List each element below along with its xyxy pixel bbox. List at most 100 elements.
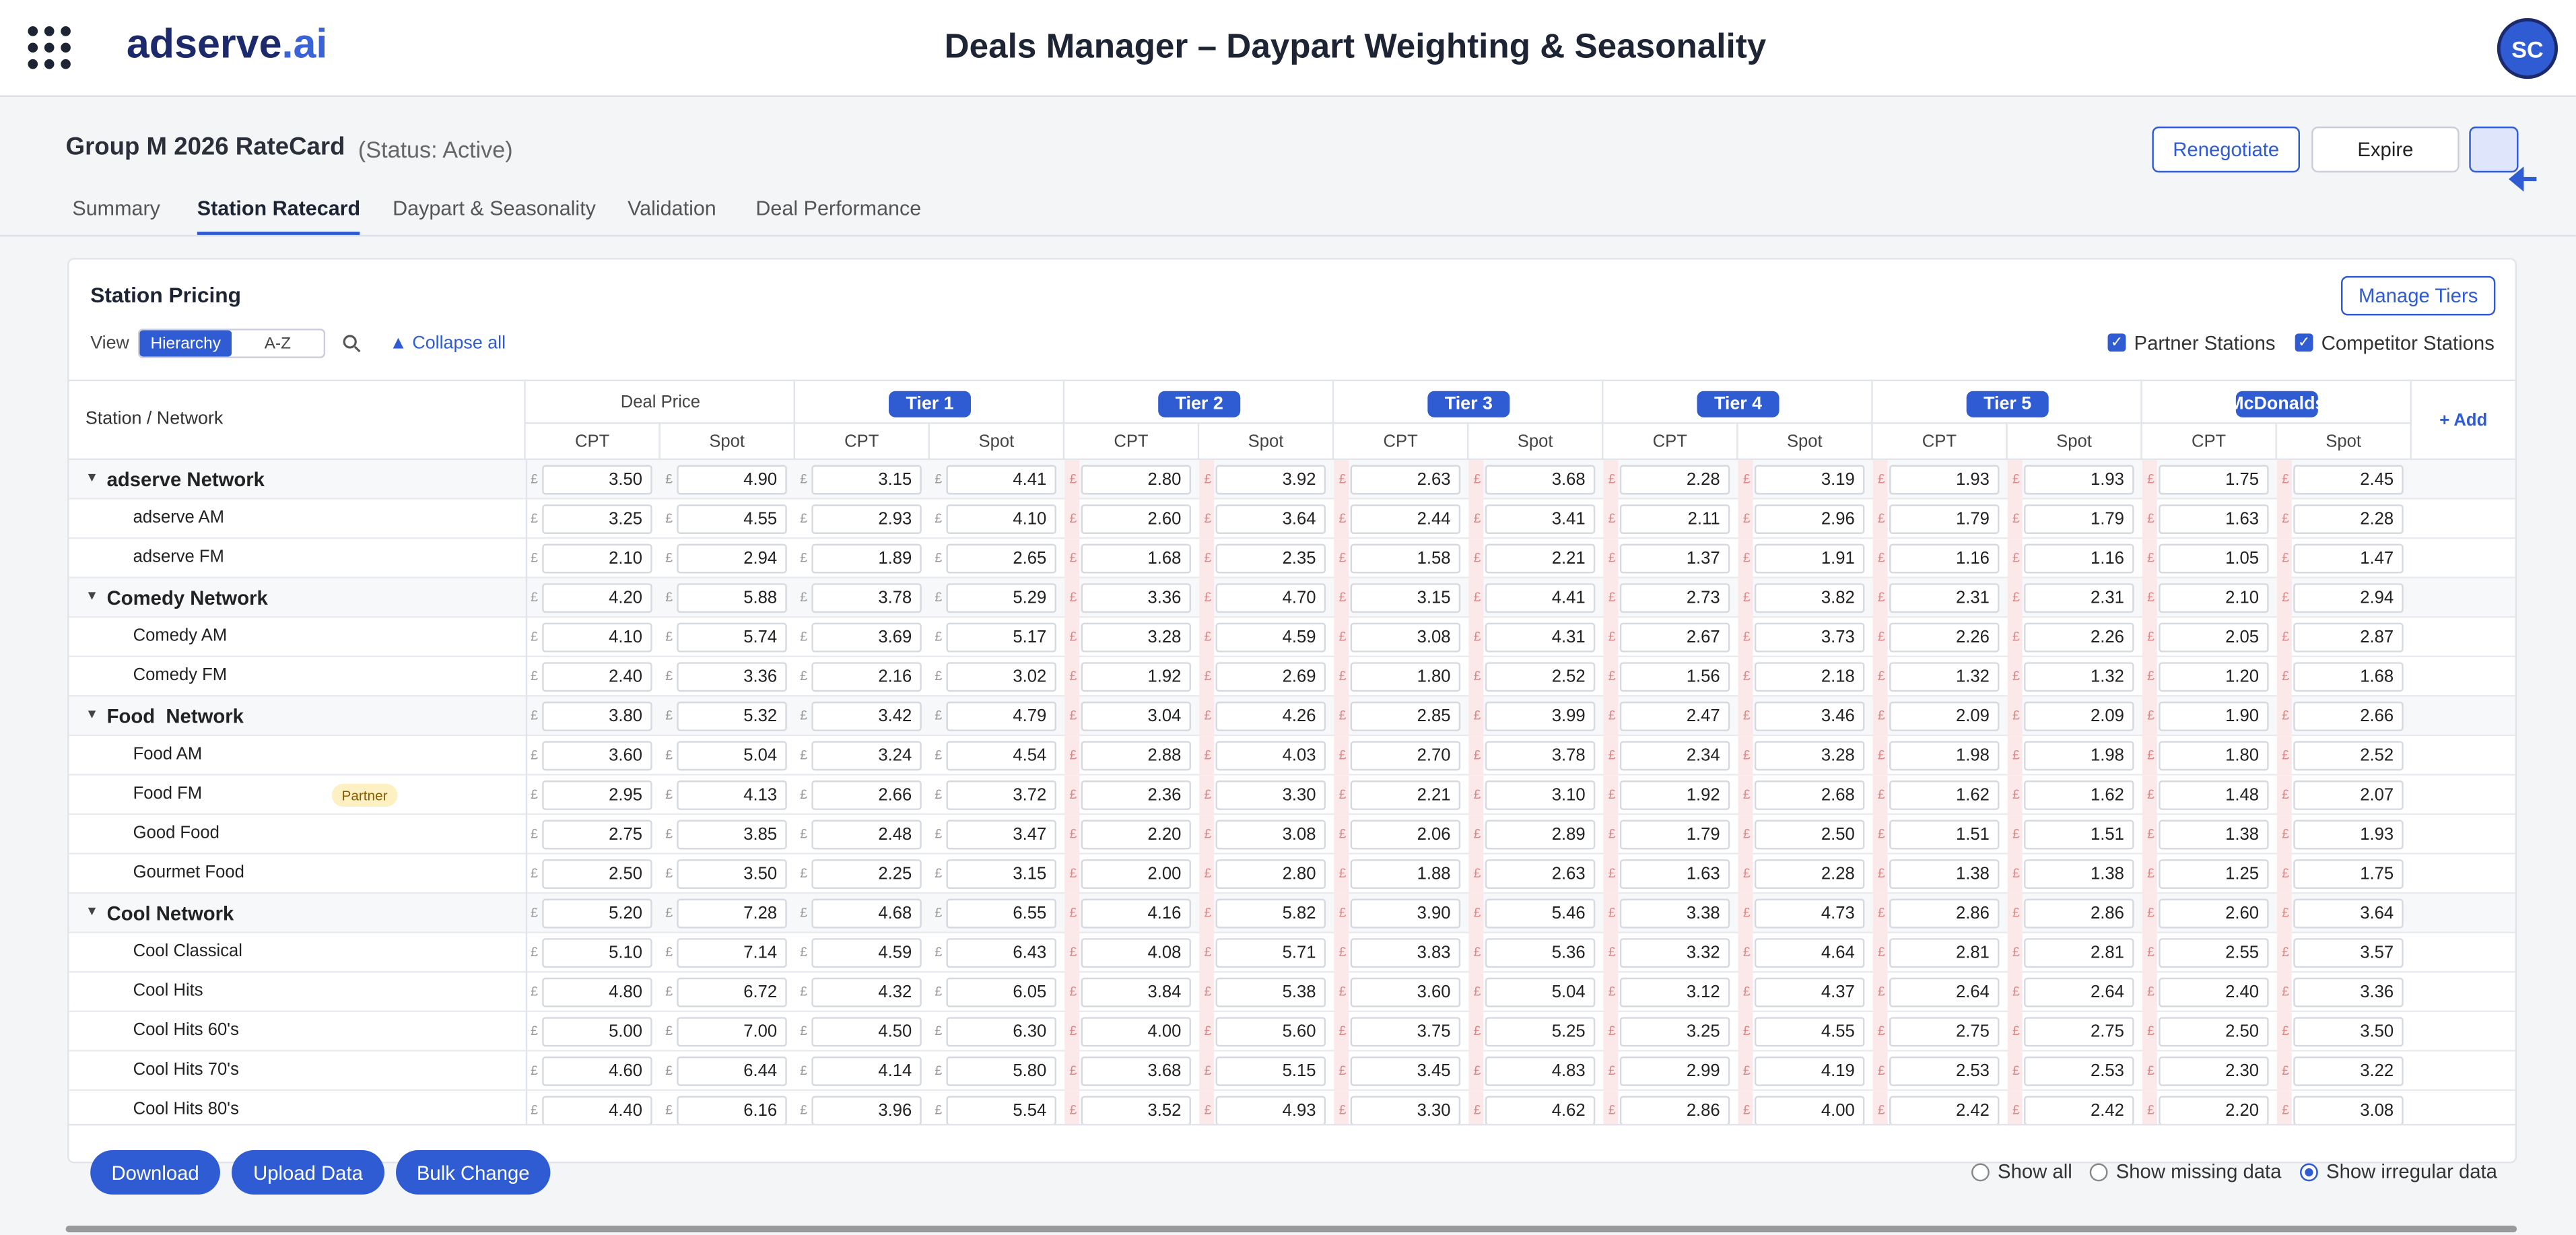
price-input[interactable]: 3.30 <box>1350 1096 1461 1124</box>
price-input[interactable]: 4.79 <box>946 701 1056 731</box>
price-input[interactable]: 2.55 <box>2159 938 2269 968</box>
price-input[interactable]: 6.44 <box>677 1056 787 1086</box>
expand-toggle[interactable]: ▼ <box>85 904 99 919</box>
price-input[interactable]: 4.26 <box>1215 701 1326 731</box>
footer-button[interactable]: Download <box>90 1150 220 1195</box>
price-input[interactable]: 3.41 <box>1485 504 1596 534</box>
price-input[interactable]: 1.16 <box>1889 543 2000 574</box>
price-input[interactable]: 2.50 <box>2159 1017 2269 1047</box>
price-input[interactable]: 1.98 <box>1889 741 2000 771</box>
price-input[interactable]: 2.06 <box>1350 820 1461 850</box>
price-input[interactable]: 4.50 <box>811 1017 922 1047</box>
footer-button[interactable]: Bulk Change <box>396 1150 551 1195</box>
price-input[interactable]: 3.25 <box>542 504 652 534</box>
price-input[interactable]: 6.30 <box>946 1017 1056 1047</box>
price-input[interactable]: 1.88 <box>1350 859 1461 890</box>
price-input[interactable]: 4.59 <box>1215 622 1326 653</box>
tier-pill[interactable]: Tier 4 <box>1697 391 1780 418</box>
price-input[interactable]: 7.28 <box>677 898 787 929</box>
price-input[interactable]: 4.08 <box>1081 938 1191 968</box>
tier-pill[interactable]: McDonalds <box>2229 391 2325 418</box>
price-input[interactable]: 3.36 <box>2293 977 2404 1007</box>
price-input[interactable]: 3.82 <box>1754 583 1865 613</box>
price-input[interactable]: 1.89 <box>811 543 922 574</box>
price-input[interactable]: 3.80 <box>542 701 652 731</box>
price-input[interactable]: 3.36 <box>1081 583 1191 613</box>
price-input[interactable]: 1.80 <box>1350 662 1461 692</box>
price-input[interactable]: 5.88 <box>677 583 787 613</box>
price-input[interactable]: 2.31 <box>2024 583 2134 613</box>
price-input[interactable]: 3.12 <box>1619 977 1730 1007</box>
price-input[interactable]: 3.85 <box>677 820 787 850</box>
price-input[interactable]: 3.30 <box>1215 780 1326 810</box>
price-input[interactable]: 2.75 <box>2024 1017 2134 1047</box>
price-input[interactable]: 1.16 <box>2024 543 2134 574</box>
price-input[interactable]: 3.25 <box>1619 1017 1730 1047</box>
price-input[interactable]: 4.19 <box>1754 1056 1865 1086</box>
price-input[interactable]: 1.47 <box>2293 543 2404 574</box>
price-input[interactable]: 2.94 <box>2293 583 2404 613</box>
price-input[interactable]: 2.63 <box>1350 465 1461 495</box>
price-input[interactable]: 3.45 <box>1350 1056 1461 1086</box>
price-input[interactable]: 1.68 <box>1081 543 1191 574</box>
price-input[interactable]: 5.15 <box>1215 1056 1326 1086</box>
price-input[interactable]: 7.14 <box>677 938 787 968</box>
price-input[interactable]: 2.26 <box>2024 622 2134 653</box>
view-option[interactable]: A-Z <box>264 334 291 353</box>
price-input[interactable]: 5.29 <box>946 583 1056 613</box>
price-input[interactable]: 3.73 <box>1754 622 1865 653</box>
price-input[interactable]: 1.38 <box>1889 859 2000 890</box>
price-input[interactable]: 3.50 <box>2293 1017 2404 1047</box>
price-input[interactable]: 2.26 <box>1889 622 2000 653</box>
price-input[interactable]: 3.47 <box>946 820 1056 850</box>
price-input[interactable]: 2.28 <box>1754 859 1865 890</box>
price-input[interactable]: 5.80 <box>946 1056 1056 1086</box>
price-input[interactable]: 2.16 <box>811 662 922 692</box>
price-input[interactable]: 1.93 <box>1889 465 2000 495</box>
price-input[interactable]: 3.64 <box>1215 504 1326 534</box>
price-input[interactable]: 3.78 <box>811 583 922 613</box>
expand-toggle[interactable]: ▼ <box>85 706 99 722</box>
price-input[interactable]: 2.86 <box>1889 898 2000 929</box>
price-input[interactable]: 4.83 <box>1485 1056 1596 1086</box>
price-input[interactable]: 3.08 <box>2293 1096 2404 1124</box>
price-input[interactable]: 4.20 <box>542 583 652 613</box>
price-input[interactable]: 4.55 <box>1754 1017 1865 1047</box>
price-input[interactable]: 3.64 <box>2293 898 2404 929</box>
price-input[interactable]: 3.60 <box>1350 977 1461 1007</box>
checkbox[interactable]: ✓ <box>2295 333 2313 352</box>
price-input[interactable]: 5.36 <box>1485 938 1596 968</box>
tier-pill[interactable]: Tier 3 <box>1427 391 1510 418</box>
expand-toggle[interactable]: ▼ <box>85 588 99 603</box>
price-input[interactable]: 4.68 <box>811 898 922 929</box>
price-input[interactable]: 4.93 <box>1215 1096 1326 1124</box>
price-input[interactable]: 4.80 <box>542 977 652 1007</box>
price-input[interactable]: 7.00 <box>677 1017 787 1047</box>
price-input[interactable]: 2.73 <box>1619 583 1730 613</box>
price-input[interactable]: 3.78 <box>1485 741 1596 771</box>
price-input[interactable]: 3.08 <box>1350 622 1461 653</box>
price-input[interactable]: 2.87 <box>2293 622 2404 653</box>
price-input[interactable]: 1.93 <box>2024 465 2134 495</box>
price-input[interactable]: 2.70 <box>1350 741 1461 771</box>
price-input[interactable]: 3.04 <box>1081 701 1191 731</box>
price-input[interactable]: 2.69 <box>1215 662 1326 692</box>
price-input[interactable]: 3.28 <box>1081 622 1191 653</box>
search-icon[interactable] <box>342 333 362 353</box>
price-input[interactable]: 5.04 <box>677 741 787 771</box>
price-input[interactable]: 1.98 <box>2024 741 2134 771</box>
tab[interactable]: Validation <box>628 197 716 220</box>
price-input[interactable]: 1.63 <box>1619 859 1730 890</box>
price-input[interactable]: 5.71 <box>1215 938 1326 968</box>
price-input[interactable]: 2.52 <box>1485 662 1596 692</box>
price-input[interactable]: 2.11 <box>1619 504 1730 534</box>
price-input[interactable]: 4.70 <box>1215 583 1326 613</box>
price-input[interactable]: 1.92 <box>1619 780 1730 810</box>
view-option[interactable]: Hierarchy <box>139 330 232 357</box>
price-input[interactable]: 3.36 <box>677 662 787 692</box>
price-input[interactable]: 1.79 <box>2024 504 2134 534</box>
price-input[interactable]: 4.73 <box>1754 898 1865 929</box>
price-input[interactable]: 3.52 <box>1081 1096 1191 1124</box>
price-input[interactable]: 4.10 <box>542 622 652 653</box>
price-input[interactable]: 4.60 <box>542 1056 652 1086</box>
